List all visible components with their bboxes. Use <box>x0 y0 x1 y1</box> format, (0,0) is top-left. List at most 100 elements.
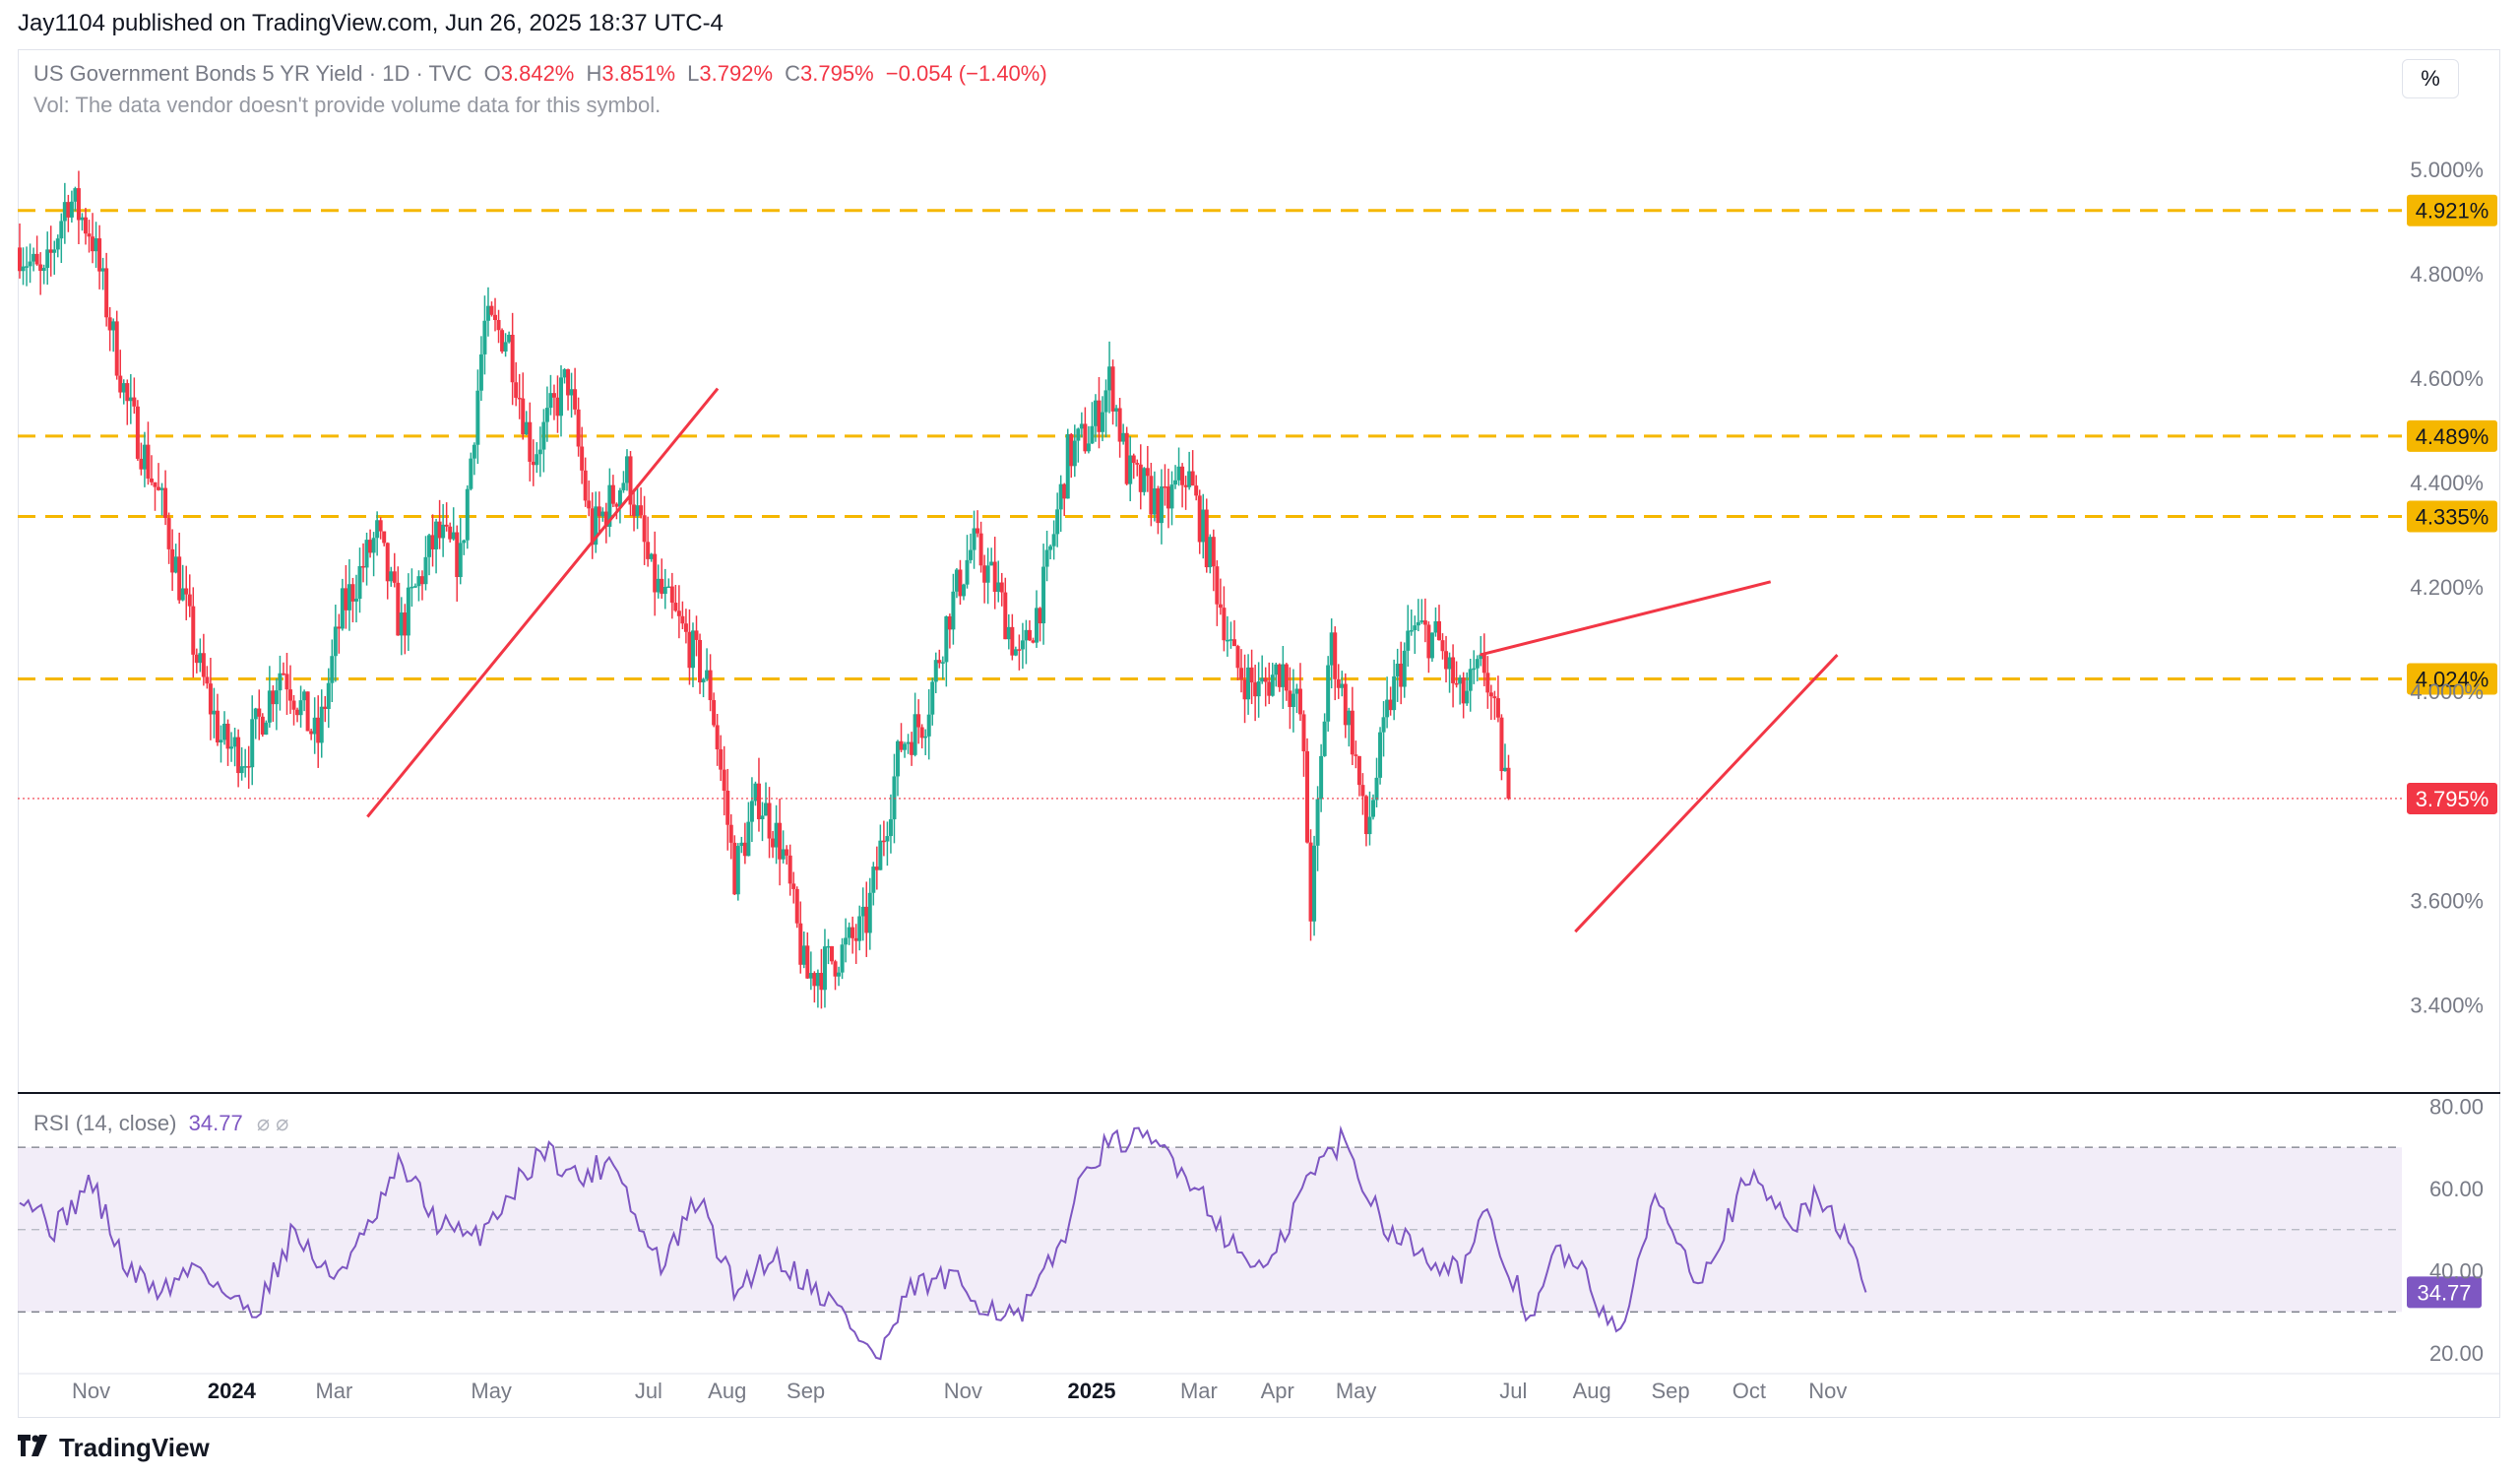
candle-body <box>874 867 879 870</box>
candle-body <box>1340 683 1345 688</box>
candle-body <box>913 714 917 755</box>
candle-body <box>1426 624 1431 659</box>
candle-body <box>607 484 612 527</box>
close-value: 3.795% <box>800 61 874 86</box>
candle-body <box>1333 632 1338 679</box>
candle-body <box>201 653 206 677</box>
candle-body <box>368 540 373 553</box>
rsi-line <box>19 1125 1867 1361</box>
candle-body <box>371 538 376 553</box>
candle-body <box>166 518 171 549</box>
candle-body <box>524 421 529 435</box>
trendline <box>366 387 720 818</box>
candle-body <box>722 769 726 792</box>
candle-body <box>353 599 358 602</box>
publisher-line: Jay1104 published on TradingView.com, Ju… <box>18 10 724 36</box>
candle-body <box>455 532 460 578</box>
candle-body <box>1392 675 1397 711</box>
candle-body <box>1062 483 1067 499</box>
candle-body <box>170 548 175 573</box>
candle-body <box>537 449 542 455</box>
rsi-label: RSI (14, close) <box>33 1111 177 1135</box>
candle-body <box>712 700 717 726</box>
percent-scale-button[interactable]: % <box>2402 59 2459 98</box>
candle-body <box>1305 750 1310 843</box>
candle-body <box>149 478 154 482</box>
candle-body <box>28 261 32 267</box>
high-label: H <box>586 61 602 86</box>
level-price-tag <box>2407 663 2497 695</box>
candle-body <box>528 421 533 462</box>
candle-body <box>66 202 71 218</box>
candle-body <box>1020 640 1025 650</box>
candle-body <box>1017 649 1022 651</box>
trendline <box>1480 580 1772 657</box>
price-tick-label: 5.000% <box>2410 158 2484 182</box>
candle-body <box>489 305 494 315</box>
candle-body <box>1475 659 1480 669</box>
candle-body <box>1270 675 1275 696</box>
candle-body <box>517 397 522 400</box>
time-tick-label: Mar <box>315 1379 352 1403</box>
candle-body <box>982 565 987 583</box>
candle-body <box>1225 639 1229 642</box>
time-tick-label: Aug <box>708 1379 746 1403</box>
candle-body <box>1440 640 1445 652</box>
candle-body <box>423 556 428 585</box>
candle-body <box>1360 785 1365 797</box>
candle-body <box>1208 537 1213 568</box>
candle-body <box>961 584 966 597</box>
candle-body <box>541 421 546 450</box>
open-value: 3.842% <box>500 61 575 86</box>
candle-body <box>1215 566 1220 605</box>
candle-body <box>184 588 189 595</box>
candle-body <box>1183 484 1188 487</box>
candle-body <box>478 353 483 391</box>
candle-body <box>1079 423 1084 429</box>
candle-body <box>219 739 223 743</box>
candle-body <box>510 334 515 383</box>
candle-body <box>857 916 862 941</box>
candle-body <box>312 717 317 735</box>
candle-body <box>617 489 622 507</box>
candle-body <box>1110 366 1115 412</box>
rsi-options-icon[interactable]: ⌀ ⌀ <box>256 1111 289 1135</box>
candle-body <box>419 576 424 585</box>
candle-body <box>177 556 182 601</box>
time-tick-label: Nov <box>72 1379 110 1403</box>
candle-body <box>1121 432 1126 442</box>
candle-body <box>656 578 661 593</box>
candle-body <box>1048 546 1053 550</box>
candle-body <box>62 202 67 222</box>
symbol-label[interactable]: US Government Bonds 5 YR Yield · 1D · TV… <box>33 61 472 86</box>
time-tick-label: May <box>1336 1379 1377 1403</box>
candle-body <box>462 540 467 544</box>
tradingview-logo[interactable]: TradingView <box>18 1433 210 1463</box>
candle-body <box>406 587 410 636</box>
level-price-label: 4.921% <box>2416 199 2489 224</box>
candle-body <box>1274 664 1279 675</box>
candle-body <box>930 681 935 715</box>
candle-body <box>229 746 234 749</box>
candle-body <box>173 556 178 573</box>
candle-body <box>1051 534 1056 546</box>
candle-body <box>392 571 397 583</box>
candle-body <box>1378 732 1383 778</box>
candle-body <box>1235 646 1240 669</box>
candle-body <box>337 626 342 629</box>
tradingview-brand: TradingView <box>59 1433 210 1462</box>
candle-body <box>1173 480 1178 485</box>
candle-body <box>1481 654 1486 674</box>
candle-body <box>1044 549 1049 567</box>
rsi-tick-label: 40.00 <box>2429 1259 2484 1284</box>
candle-body <box>305 691 310 732</box>
candle-body <box>1422 620 1427 625</box>
candle-body <box>972 528 976 550</box>
rsi-legend[interactable]: RSI (14, close) 34.77 ⌀ ⌀ <box>33 1111 288 1136</box>
candle-body <box>916 714 921 728</box>
candle-body <box>954 569 959 592</box>
candle-body <box>1416 621 1420 626</box>
candle-body <box>958 569 963 597</box>
candle-body <box>94 238 98 252</box>
